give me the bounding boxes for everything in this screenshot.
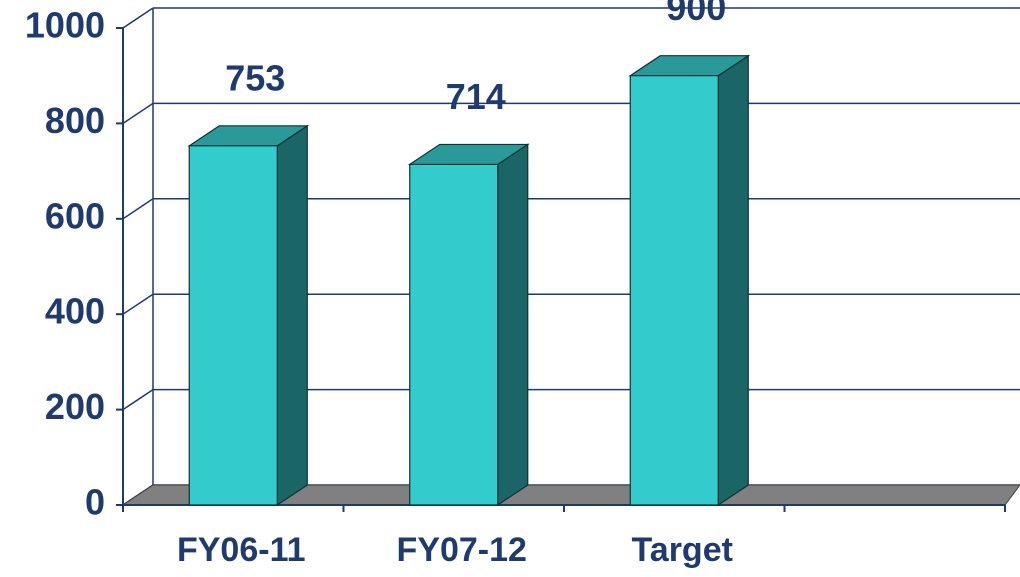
data-label: 714 [446, 76, 506, 117]
bar [407, 143, 530, 507]
grid-diagonal [122, 293, 154, 315]
bar-front [188, 145, 278, 506]
bar-side [276, 124, 308, 507]
grid-diagonal [122, 388, 154, 411]
bar-side [717, 54, 749, 507]
y-tick-label: 1000 [25, 5, 105, 46]
bar [628, 54, 751, 507]
y-tick-label: 200 [45, 386, 105, 427]
x-tick-label: FY06-11 [177, 531, 306, 569]
grid-diagonal [122, 198, 154, 220]
data-label: 900 [666, 0, 726, 28]
y-tick-label: 0 [85, 482, 105, 523]
bar-side [497, 143, 529, 507]
bar-front [629, 75, 719, 506]
y-tick-label: 600 [45, 195, 105, 236]
x-tick-label: FY07-12 [397, 531, 527, 569]
y-tick-label: 400 [45, 291, 105, 332]
y-tick-label: 800 [45, 100, 105, 141]
bar-front [409, 163, 499, 506]
grid-diagonal [122, 102, 154, 125]
data-label: 753 [225, 57, 285, 98]
grid-diagonal [122, 7, 154, 29]
bar [187, 124, 310, 507]
x-tick-label: Target [632, 531, 733, 569]
